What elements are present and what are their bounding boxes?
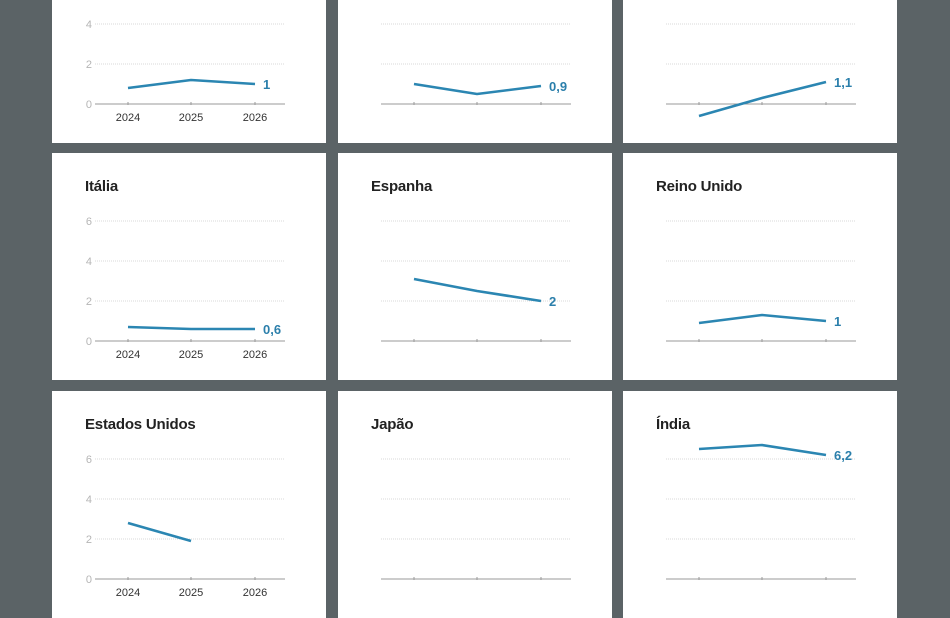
chart-title: Japão: [371, 416, 413, 433]
end-value-label: 0,6: [263, 322, 281, 337]
chart-title: Espanha: [371, 178, 432, 195]
end-value-label: 1: [263, 77, 270, 92]
x-tick-label: 2024: [116, 349, 140, 361]
end-value-label: 6,2: [834, 448, 852, 463]
chart-panel: 1 Reino Unido: [623, 153, 897, 380]
chart-svg: 02462024202520261: [52, 0, 326, 143]
end-value-label: 2: [549, 294, 556, 309]
x-tick-label: 2026: [243, 587, 267, 599]
y-tick-label: 0: [86, 574, 92, 586]
series-line: [699, 315, 826, 323]
y-tick-label: 0: [86, 336, 92, 348]
x-tick-label: 2024: [116, 112, 140, 124]
chart-svg: 0,9: [338, 0, 612, 143]
chart-svg: 1,1: [623, 0, 897, 143]
y-tick-label: 6: [86, 216, 92, 228]
chart-title: Índia: [656, 416, 690, 433]
y-tick-label: 0: [86, 99, 92, 111]
y-tick-label: 6: [86, 454, 92, 466]
chart-title: Itália: [85, 178, 118, 195]
chart-title: Estados Unidos: [85, 416, 196, 433]
x-tick-label: 2026: [243, 349, 267, 361]
x-tick-label: 2025: [179, 112, 203, 124]
series-line: [128, 327, 255, 329]
chart-panel: 0,9: [338, 0, 612, 143]
x-tick-label: 2025: [179, 587, 203, 599]
series-line: [128, 523, 191, 541]
series-line: [414, 84, 541, 94]
chart-title: Reino Unido: [656, 178, 742, 195]
end-value-label: 0,9: [549, 79, 567, 94]
x-tick-label: 2026: [243, 112, 267, 124]
y-tick-label: 2: [86, 534, 92, 546]
chart-panel: 02462024202520261: [52, 0, 326, 143]
y-tick-label: 2: [86, 59, 92, 71]
chart-panel: 0 2 4 6 2024 2025 2026 Estados Unidos: [52, 391, 326, 618]
end-value-label: 1: [834, 314, 841, 329]
chart-panel: 0 2 4 6 2024 2025 2026 0,6 Itália: [52, 153, 326, 380]
chart-panel: Japão: [338, 391, 612, 618]
series-line: [699, 82, 826, 116]
chart-panel: 1,1: [623, 0, 897, 143]
series-line: [128, 80, 255, 88]
x-tick-label: 2024: [116, 587, 140, 599]
chart-panel: 2 Espanha: [338, 153, 612, 380]
series-line: [699, 445, 826, 455]
y-tick-label: 4: [86, 256, 92, 268]
chart-panel: 6,2 Índia: [623, 391, 897, 618]
y-tick-label: 2: [86, 296, 92, 308]
end-value-label: 1,1: [834, 75, 852, 90]
series-line: [414, 279, 541, 301]
y-tick-label: 4: [86, 494, 92, 506]
x-tick-label: 2025: [179, 349, 203, 361]
y-tick-label: 4: [86, 19, 92, 31]
